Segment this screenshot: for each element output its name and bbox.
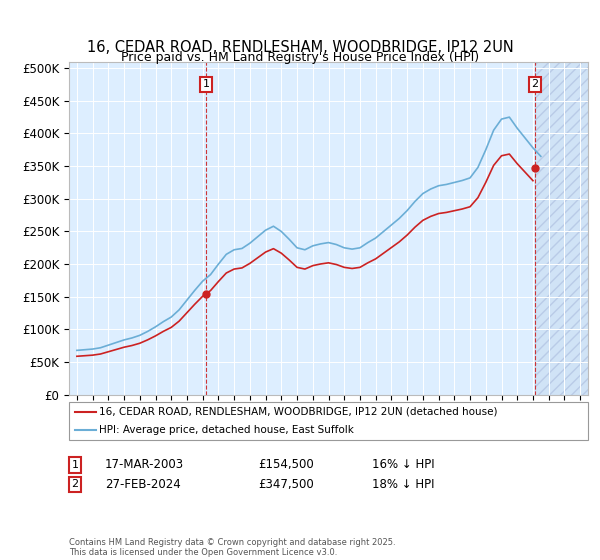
Text: 1: 1 [71,460,79,470]
Text: Price paid vs. HM Land Registry's House Price Index (HPI): Price paid vs. HM Land Registry's House … [121,51,479,64]
Text: Contains HM Land Registry data © Crown copyright and database right 2025.
This d: Contains HM Land Registry data © Crown c… [69,538,395,557]
Text: 16% ↓ HPI: 16% ↓ HPI [372,458,434,472]
Text: 2: 2 [531,80,538,90]
Text: 16, CEDAR ROAD, RENDLESHAM, WOODBRIDGE, IP12 2UN: 16, CEDAR ROAD, RENDLESHAM, WOODBRIDGE, … [86,40,514,55]
Text: 27-FEB-2024: 27-FEB-2024 [105,478,181,491]
Bar [535,62,588,395]
Text: 18% ↓ HPI: 18% ↓ HPI [372,478,434,491]
Text: 1: 1 [202,80,209,90]
Text: £347,500: £347,500 [258,478,314,491]
Text: HPI: Average price, detached house, East Suffolk: HPI: Average price, detached house, East… [99,424,354,435]
Text: 16, CEDAR ROAD, RENDLESHAM, WOODBRIDGE, IP12 2UN (detached house): 16, CEDAR ROAD, RENDLESHAM, WOODBRIDGE, … [99,407,497,417]
Text: £154,500: £154,500 [258,458,314,472]
Text: 17-MAR-2003: 17-MAR-2003 [105,458,184,472]
Text: 2: 2 [71,479,79,489]
